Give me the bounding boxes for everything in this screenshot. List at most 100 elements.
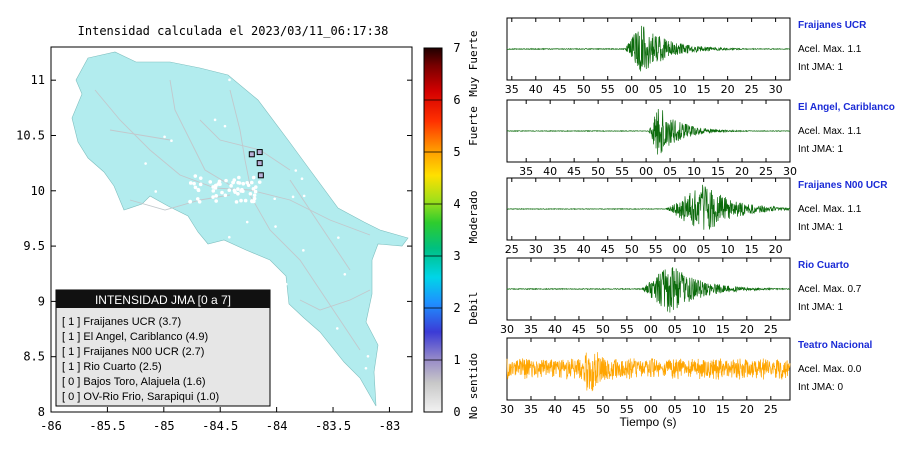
time-tick-label: 10 [692,323,706,336]
road [109,129,171,141]
city-dot [147,238,150,241]
city-dot [216,182,221,186]
intensity-label: Int JMA: 1 [798,222,843,233]
time-tick-label: 25 [764,323,778,336]
time-tick-label: 25 [505,243,519,256]
time-tick-label: 50 [577,83,591,96]
time-tick-label: 50 [625,243,639,256]
station-name: Fraijanes N00 UCR [798,180,888,191]
y-tick-label: 9.5 [23,239,45,253]
intensity-label: Int JMA: 1 [798,144,843,155]
station-markers [248,149,264,179]
road [169,79,231,186]
road [129,194,231,211]
city-dot [319,343,322,346]
seismogram-trace [506,352,791,392]
legend-item: [ 1 ] Rio Cuarto (2.5) [62,361,162,373]
seismogram-panels: 35 40 45 50 55 00 05 10 15 20 25 30 Fraijanes UCR Ace… [500,17,895,416]
station-name: El Angel, Cariblanco [798,102,895,113]
time-tick-label: 45 [567,165,581,178]
seismogram-trace [506,25,791,72]
legend-items: [ 1 ] Fraijanes UCR (3.7) [ 1 ] El Angel,… [62,316,219,403]
city-dot [239,198,243,203]
station-marker [257,172,264,179]
y-tick-label: 11 [31,73,45,87]
seismogram-panel: 25 30 35 40 45 50 55 00 05 10 15 20 Fraijanes N00 UC… [505,177,888,256]
station-name: Rio Cuarto [798,260,849,271]
y-tick-label: 10.5 [16,128,45,142]
city-dot [257,180,262,184]
city-dot [241,181,246,186]
station-name: Teatro Nacional [798,340,872,351]
city-dot [249,180,254,185]
map-panel: -86 -85.5 -85 -84.5 -84 -83.5 -83 11 10.5 10 9.5 9… [16,46,413,433]
time-tick-label: 30 [529,243,543,256]
city-dot [300,177,304,181]
seismogram-panel: 30 35 40 45 50 55 00 05 10 15 20 25 Teatro Nacional A… [500,337,872,416]
colorbar-ticks: 0 1 2 3 4 5 6 7 [424,41,461,419]
time-tick-label: 15 [697,83,711,96]
time-tick-label: 10 [673,83,687,96]
time-tick-label: 50 [591,165,605,178]
city-dot [274,225,277,228]
time-tick-label: 30 [769,83,783,96]
city-dot [236,192,240,196]
seismogram-panel: 30 35 40 45 50 55 00 05 10 15 20 25 Rio Cuarto Acel. … [500,257,862,336]
legend-item: [ 1 ] El Angel, Cariblanco (4.9) [62,331,208,343]
city-dot [197,200,202,204]
colorbar-tick-label: 1 [453,353,460,367]
city-dot [211,195,215,199]
city-dot [196,187,201,192]
colorbar-tick-label: 2 [453,301,460,315]
city-dot [125,275,128,278]
city-dot [343,272,347,276]
time-tick-label: 55 [620,323,634,336]
colorbar-tick-label: 0 [453,405,460,419]
time-tick-label: 40 [577,243,591,256]
city-dot [195,197,200,201]
time-tick-label: 10 [687,165,701,178]
city-dot [252,193,257,198]
city-dot [158,286,161,290]
intensity-legend: INTENSIDAD JMA [0 a 7] [ 1 ] Fraijanes U… [55,289,271,407]
colorbar-gradient [423,47,443,413]
seismogram-trace [506,108,791,155]
costa-rica-land [71,51,409,407]
colorbar-label: Debil [467,291,480,324]
station-name: Fraijanes UCR [798,20,867,31]
y-tick-label: 10 [31,184,45,198]
road [249,194,361,351]
city-dot [192,181,196,186]
colorbar-tick-label: 3 [453,249,460,263]
city-dot [170,139,173,143]
time-tick-label: 45 [553,83,567,96]
colorbar-tick-label: 4 [453,197,460,211]
time-tick-label: 15 [745,243,759,256]
time-tick-label: 25 [764,403,778,416]
station-marker [256,149,263,156]
time-tick-label: 00 [625,83,639,96]
x-tick-label: -86 [40,419,62,433]
legend-item: [ 1 ] Fraijanes UCR (3.7) [62,316,181,328]
city-dot [252,196,257,201]
time-tick-label: 00 [644,403,658,416]
time-tick-label: 15 [711,165,725,178]
city-dot [253,185,258,189]
city-dot [193,174,198,178]
city-dot [236,180,240,185]
city-dot [273,197,276,201]
time-tick-label: 05 [668,403,682,416]
city-dot [245,220,249,224]
road [289,179,351,271]
intensity-colorbar: 0 1 2 3 4 5 6 7 No sentido Debil Moderado Fuerte Mu… [423,30,480,419]
city-dot [214,194,218,198]
y-tick-label: 8 [38,405,45,419]
legend-header [56,290,270,308]
time-tick-label: 40 [548,403,562,416]
time-tick-label: 35 [553,243,567,256]
city-dot [144,162,147,165]
colorbar-label: Moderado [467,191,480,244]
intensity-label: Int JMA: 1 [798,302,843,313]
acceleration-label: Acel. Max. 1.1 [798,126,862,137]
